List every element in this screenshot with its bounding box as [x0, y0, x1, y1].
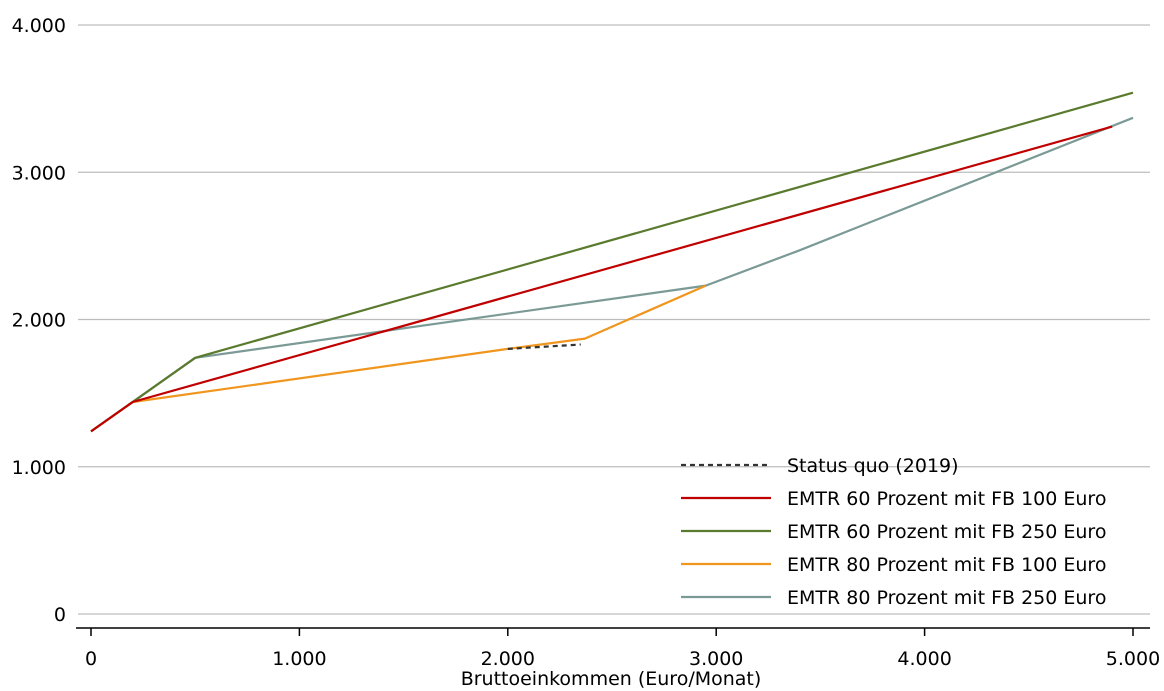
legend-label: EMTR 60 Prozent mit FB 100 Euro: [787, 488, 1106, 510]
y-tick-label: 3.000: [12, 162, 66, 184]
series-layer: [90, 91, 1134, 433]
y-tick-label: 4.000: [12, 15, 66, 37]
series-line: [90, 91, 1134, 433]
legend-label: EMTR 60 Prozent mit FB 250 Euro: [787, 521, 1106, 543]
x-tick-label: 2.000: [481, 648, 535, 670]
legend-label: Status quo (2019): [787, 455, 959, 477]
x-tick-label: 5.000: [1106, 648, 1160, 670]
series-line: [90, 284, 707, 433]
x-axis: 0 1.000 2.000 3.000 4.000 5.000: [76, 627, 1160, 670]
grid-layer: 0 1.000 2.000 3.000 4.000: [12, 15, 1150, 626]
y-tick-label: 1.000: [12, 457, 66, 479]
y-tick-label: 2.000: [12, 310, 66, 332]
x-tick-label: 1.000: [272, 648, 326, 670]
y-tick-label: 0: [54, 604, 66, 626]
legend-label: EMTR 80 Prozent mit FB 250 Euro: [787, 587, 1106, 609]
x-tick-label: 3.000: [689, 648, 743, 670]
series-line: [90, 125, 1113, 433]
legend-label: EMTR 80 Prozent mit FB 100 Euro: [787, 554, 1106, 576]
x-tick-label: 4.000: [897, 648, 951, 670]
series-line: [507, 343, 581, 350]
x-tick-label: 0: [85, 648, 97, 670]
legend: Status quo (2019) EMTR 60 Prozent mit FB …: [681, 455, 1106, 609]
x-axis-title: Bruttoeinkommen (Euro/Monat): [461, 668, 762, 690]
